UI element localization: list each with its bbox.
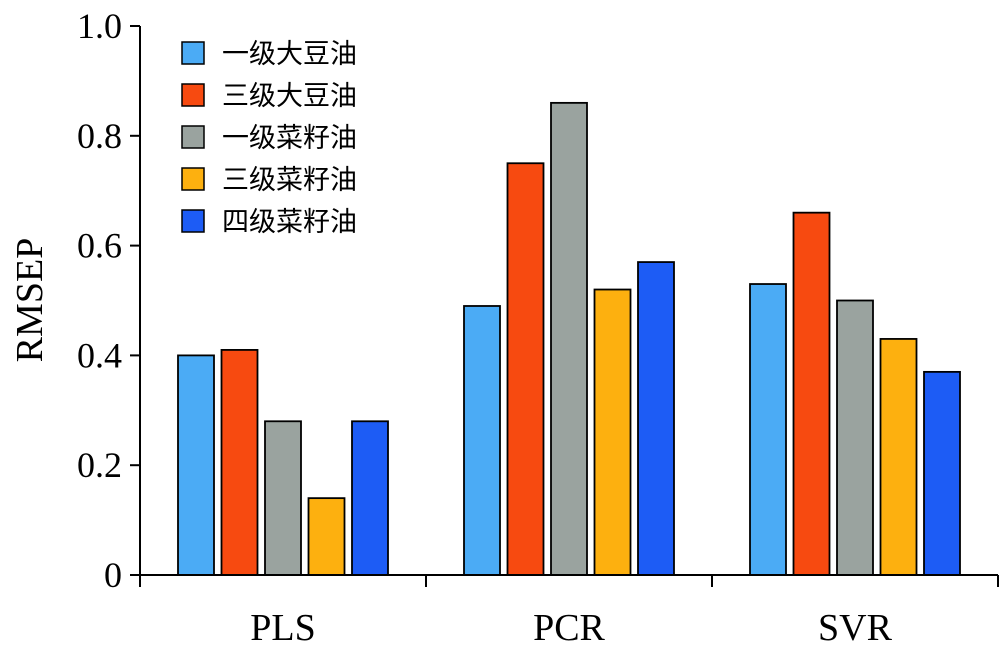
legend-label: 三级菜籽油: [222, 165, 357, 196]
y-tick-label: 0: [104, 555, 122, 595]
bar: [593, 288, 632, 576]
x-category-label: PCR: [533, 607, 605, 649]
bars-group: [177, 101, 961, 576]
bar: [792, 211, 831, 576]
legend-label: 三级大豆油: [222, 81, 357, 112]
legend-swatch: [181, 125, 205, 149]
y-tick-label: 0.6: [77, 226, 122, 266]
y-tick-label: 0.2: [77, 445, 122, 485]
bar: [637, 261, 675, 576]
y-tick-label: 0.8: [77, 116, 122, 156]
bar: [550, 101, 588, 576]
legend-swatch: [181, 83, 205, 107]
y-ticks-group: 0 0.2 0.4 0.6 0.8 1.0: [77, 6, 140, 595]
legend-swatch: [181, 41, 205, 65]
legend-label: 一级大豆油: [222, 39, 357, 70]
y-tick-label: 0.4: [77, 335, 122, 375]
bar: [879, 338, 918, 576]
x-category-label: PLS: [250, 607, 315, 649]
legend-swatch: [181, 167, 205, 191]
legend-label: 一级菜籽油: [222, 123, 357, 154]
bar: [749, 283, 787, 576]
bar: [923, 370, 961, 576]
y-tick-label: 1.0: [77, 6, 122, 46]
bar: [307, 497, 346, 576]
x-category-label: SVR: [818, 607, 893, 649]
bar: [264, 420, 302, 576]
bar: [506, 162, 545, 576]
x-categories-group: PLS PCR SVR: [139, 575, 999, 649]
bar: [836, 299, 874, 576]
legend-label: 四级菜籽油: [222, 207, 357, 238]
bar: [351, 420, 389, 576]
bar: [220, 349, 259, 576]
bar: [463, 305, 501, 576]
y-axis-title: RMSEP: [9, 238, 51, 363]
bar: [177, 354, 215, 576]
axes-group: [139, 26, 998, 576]
legend-swatch: [181, 209, 205, 233]
